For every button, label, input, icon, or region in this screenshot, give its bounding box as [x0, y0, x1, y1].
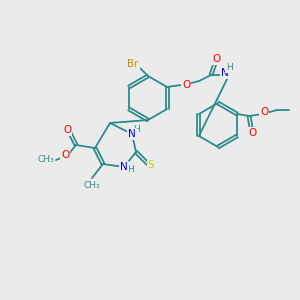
Text: O: O — [182, 80, 190, 90]
Text: Br: Br — [127, 59, 139, 69]
Text: H: H — [134, 124, 140, 134]
Text: N: N — [221, 68, 229, 78]
Text: N: N — [120, 162, 128, 172]
Text: N: N — [128, 129, 136, 139]
Text: H: H — [128, 166, 134, 175]
Text: O: O — [260, 107, 268, 117]
Text: O: O — [212, 54, 220, 64]
Text: CH₃: CH₃ — [84, 181, 100, 190]
Text: O: O — [248, 128, 256, 138]
Text: H: H — [226, 64, 232, 73]
Text: O: O — [63, 125, 71, 135]
Text: O: O — [61, 150, 69, 160]
Text: S: S — [148, 160, 154, 170]
Text: CH₃: CH₃ — [38, 155, 54, 164]
